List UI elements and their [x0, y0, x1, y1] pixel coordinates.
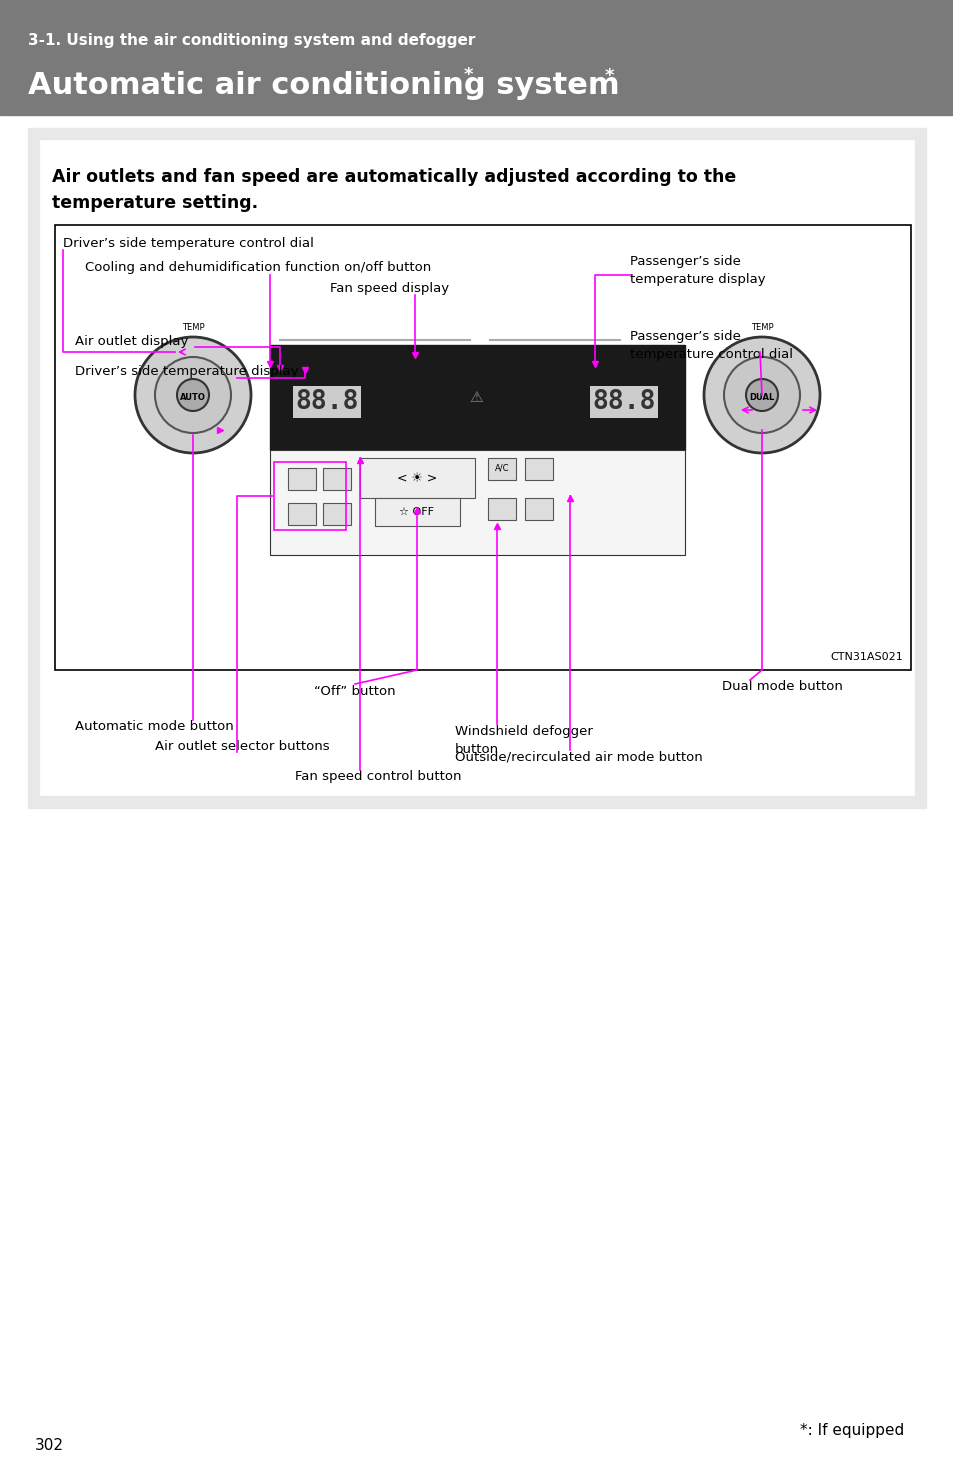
- Text: 3-1. Using the air conditioning system and defogger: 3-1. Using the air conditioning system a…: [28, 32, 475, 47]
- Text: Windshield defogger
button: Windshield defogger button: [455, 726, 592, 757]
- Bar: [288, 468, 315, 490]
- Text: 88.8: 88.8: [294, 389, 358, 414]
- Bar: [488, 499, 516, 521]
- Text: DUAL: DUAL: [749, 392, 774, 401]
- Bar: [524, 499, 553, 521]
- Text: TEMP: TEMP: [750, 323, 773, 332]
- Circle shape: [177, 379, 209, 412]
- Text: Air outlet display: Air outlet display: [75, 335, 188, 348]
- Circle shape: [703, 336, 820, 453]
- Text: Driver’s side temperature control dial: Driver’s side temperature control dial: [63, 237, 314, 249]
- Text: 302: 302: [35, 1438, 64, 1453]
- Text: A/C: A/C: [495, 463, 509, 472]
- Text: *: *: [604, 66, 614, 86]
- Circle shape: [745, 379, 778, 412]
- Bar: [55, 226, 910, 670]
- Text: CTN31AS021: CTN31AS021: [829, 652, 902, 662]
- Bar: [288, 503, 315, 525]
- Bar: [0, 0, 953, 115]
- Bar: [270, 450, 684, 555]
- Text: 88.8: 88.8: [592, 389, 655, 414]
- Bar: [28, 128, 925, 808]
- Bar: [524, 459, 553, 479]
- Bar: [274, 462, 346, 530]
- Text: ☆ OFF: ☆ OFF: [399, 507, 434, 518]
- Circle shape: [723, 357, 800, 434]
- Text: TEMP: TEMP: [181, 323, 204, 332]
- Text: Air outlet selector buttons: Air outlet selector buttons: [154, 740, 330, 754]
- Text: Fan speed control button: Fan speed control button: [294, 770, 461, 783]
- Text: *: If equipped: *: If equipped: [800, 1422, 903, 1438]
- Bar: [323, 503, 351, 525]
- Text: “Off” button: “Off” button: [314, 684, 395, 698]
- Circle shape: [135, 336, 251, 453]
- Text: Dual mode button: Dual mode button: [721, 680, 842, 693]
- Circle shape: [154, 357, 231, 434]
- Text: Cooling and dehumidification function on/off button: Cooling and dehumidification function on…: [85, 261, 431, 274]
- Text: Driver’s side temperature display: Driver’s side temperature display: [75, 364, 298, 378]
- Text: Air outlets and fan speed are automatically adjusted according to the
temperatur: Air outlets and fan speed are automatica…: [52, 168, 736, 212]
- Bar: [270, 345, 684, 450]
- Text: *: *: [463, 66, 473, 84]
- Text: < ☀ >: < ☀ >: [396, 472, 436, 484]
- Text: Passenger’s side
temperature control dial: Passenger’s side temperature control dia…: [629, 330, 792, 361]
- Text: Automatic mode button: Automatic mode button: [75, 720, 233, 733]
- Bar: [323, 468, 351, 490]
- Text: Passenger’s side
temperature display: Passenger’s side temperature display: [629, 255, 765, 286]
- Bar: [40, 140, 913, 795]
- Bar: [488, 459, 516, 479]
- Text: ⚠️: ⚠️: [470, 389, 483, 404]
- Bar: [359, 459, 475, 499]
- Text: AUTO: AUTO: [180, 392, 206, 401]
- Text: Automatic air conditioning system: Automatic air conditioning system: [28, 71, 619, 99]
- Bar: [375, 499, 459, 527]
- Text: Outside/recirculated air mode button: Outside/recirculated air mode button: [455, 749, 702, 763]
- Text: Fan speed display: Fan speed display: [330, 282, 449, 295]
